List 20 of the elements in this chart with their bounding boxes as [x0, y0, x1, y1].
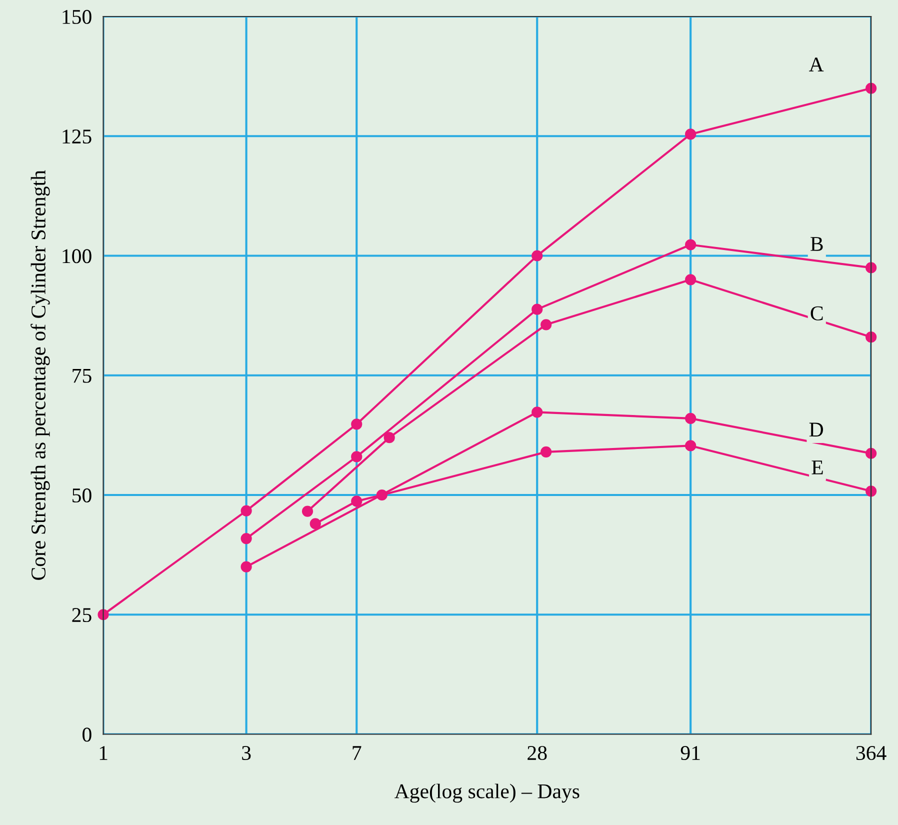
- x-axis-title: Age(log scale) – Days: [394, 784, 580, 803]
- x-tick-label: 364: [856, 746, 886, 760]
- x-tick-label: 28: [528, 746, 547, 760]
- y-tick-label: 150: [62, 10, 92, 24]
- x-tick-label: 91: [680, 746, 700, 760]
- y-axis-title: Core Strength as percentage of Cylinder Strength: [30, 170, 50, 580]
- series-label: B: [810, 237, 823, 251]
- y-tick-label: 0: [82, 728, 92, 742]
- y-tick-label: 75: [72, 368, 92, 383]
- x-tick-label: 7: [352, 746, 362, 760]
- y-tick-label: 100: [62, 249, 92, 264]
- series-label: C: [810, 306, 823, 320]
- y-tick-label: 125: [62, 130, 92, 144]
- x-tick-label: 1: [100, 746, 108, 760]
- series-label: A: [808, 58, 824, 72]
- series-label: D: [809, 422, 824, 436]
- y-tick-label: 25: [72, 608, 92, 622]
- series-label: E: [812, 460, 823, 474]
- y-tick-label: 50: [72, 488, 92, 502]
- x-tick-label: 3: [242, 746, 251, 760]
